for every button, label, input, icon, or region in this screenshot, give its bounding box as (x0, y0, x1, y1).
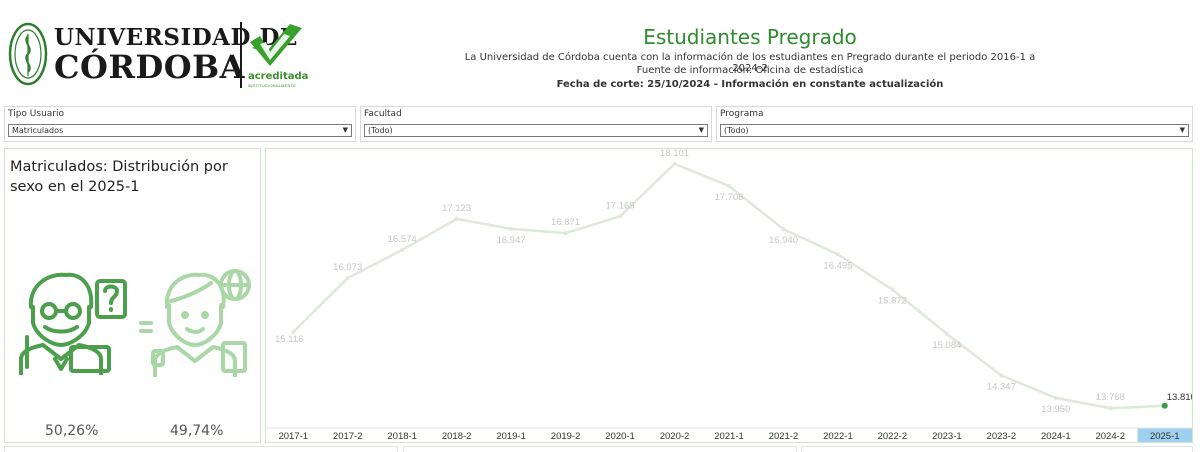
bottom-panel-2 (403, 446, 797, 452)
x-tick-label: 2022-1 (823, 431, 853, 442)
female-percentage: 49,74% (170, 423, 224, 439)
university-name-line1: UNIVERSIDAD DE (54, 24, 298, 51)
data-label: 14.347 (987, 382, 1016, 393)
dropdown-arrow-icon: ▼ (698, 126, 704, 134)
male-percentage: 50,26% (45, 423, 99, 439)
filter-label: Programa (720, 109, 764, 119)
x-tick-label: 2017-1 (278, 431, 308, 442)
x-tick-label: 2023-1 (932, 431, 962, 442)
data-point[interactable] (672, 161, 677, 166)
data-label: 16.947 (497, 235, 526, 246)
data-point[interactable] (1053, 395, 1058, 400)
data-point[interactable] (835, 252, 840, 257)
data-point[interactable] (727, 184, 731, 189)
x-tick-label: 2017-2 (333, 431, 363, 442)
data-point[interactable] (1108, 406, 1113, 411)
data-point[interactable] (454, 216, 459, 221)
data-label: 17.169 (606, 200, 635, 211)
dropdown-arrow-icon: ▼ (342, 126, 348, 134)
bottom-panel-3 (801, 446, 1193, 452)
x-tick-label: 2024-2 (1095, 431, 1125, 442)
x-tick-label: 2019-2 (551, 431, 581, 442)
university-seal-icon (8, 22, 48, 86)
university-name: UNIVERSIDAD DE CÓRDOBA (54, 26, 298, 83)
data-point[interactable] (890, 287, 895, 292)
data-label: 13.768 (1096, 392, 1125, 403)
enrollment-line-chart: 15.116 2017-1 16.073 2017-2 16.574 2018-1 17.1… (266, 149, 1192, 442)
data-point[interactable] (781, 227, 786, 232)
data-label: 16.574 (388, 234, 417, 245)
enrollment-chart-panel: 15.116 2017-1 16.073 2017-2 16.574 2018-1 17.1… (265, 148, 1193, 443)
x-tick-label: 2023-2 (987, 431, 1017, 442)
data-point[interactable] (563, 231, 568, 236)
data-point[interactable] (345, 276, 350, 281)
data-point[interactable] (1161, 402, 1168, 409)
data-point[interactable] (999, 373, 1004, 378)
bottom-panel-1 (4, 446, 398, 452)
facultad-dropdown[interactable]: (Todo) ▼ (364, 124, 708, 137)
data-source: Fuente de información: Oficina de estadí… (636, 65, 864, 76)
female-student-icon (139, 269, 251, 377)
distribution-title: Matriculados: Distribución por sexo en e… (10, 159, 228, 195)
accreditation-label: acreditada (248, 71, 309, 82)
data-label: 15.116 (275, 334, 303, 345)
data-point[interactable] (618, 214, 623, 219)
data-label: 13.810 (1167, 392, 1192, 403)
x-tick-label: 2019-1 (496, 431, 526, 442)
data-point[interactable] (944, 331, 949, 336)
data-label: 17.706 (714, 192, 743, 203)
data-point[interactable] (291, 330, 296, 335)
data-label: 16.871 (551, 217, 580, 228)
filter-label: Facultad (364, 109, 402, 119)
filter-tipo-usuario: Tipo Usuario Matriculados ▼ (4, 106, 356, 142)
accreditation-sublabel: INSTITUCIONALMENTE (248, 83, 297, 88)
data-label: 16.073 (333, 262, 362, 273)
dropdown-value: (Todo) (724, 126, 749, 135)
sex-distribution-panel: Matriculados: Distribución por sexo en e… (4, 148, 261, 443)
dropdown-arrow-icon: ▼ (1179, 126, 1185, 134)
logo-divider (240, 22, 242, 88)
filter-programa: Programa (Todo) ▼ (716, 106, 1193, 142)
cutoff-date: Fecha de corte: 25/10/2024 - Información… (556, 79, 944, 90)
page-subtitle: La Universidad de Córdoba cuenta con la … (464, 52, 1036, 74)
x-tick-label: 2018-2 (442, 431, 472, 442)
data-label: 16.495 (823, 260, 852, 271)
data-point[interactable] (509, 226, 514, 231)
programa-dropdown[interactable]: (Todo) ▼ (720, 124, 1189, 137)
male-student-icon (19, 272, 127, 375)
dropdown-value: Matriculados (12, 126, 64, 135)
filter-facultad: Facultad (Todo) ▼ (360, 106, 712, 142)
data-label: 17.123 (442, 203, 471, 214)
x-tick-label: 2020-2 (660, 431, 690, 442)
highlight-category-band (1137, 428, 1192, 442)
data-point[interactable] (400, 247, 405, 252)
data-label: 15.872 (878, 295, 907, 306)
university-name-line2: CÓRDOBA (54, 48, 245, 86)
filter-label: Tipo Usuario (8, 109, 65, 119)
data-label: 15.084 (932, 340, 961, 351)
x-tick-label: 2021-1 (714, 431, 744, 442)
x-tick-label: 2025-1 (1150, 431, 1180, 442)
x-tick-label: 2021-2 (769, 431, 799, 442)
dropdown-value: (Todo) (368, 126, 393, 135)
tipo-usuario-dropdown[interactable]: Matriculados ▼ (8, 124, 352, 137)
data-label: 13.950 (1041, 404, 1070, 415)
university-logo: UNIVERSIDAD DE CÓRDOBA acreditada INSTIT… (4, 16, 308, 94)
data-label: 18.101 (660, 149, 689, 159)
x-tick-label: 2022-2 (878, 431, 908, 442)
x-tick-label: 2020-1 (605, 431, 635, 442)
data-label: 16.940 (769, 235, 798, 246)
page-title: Estudiantes Pregrado (643, 25, 857, 49)
x-tick-label: 2018-1 (387, 431, 417, 442)
x-tick-label: 2024-1 (1041, 431, 1071, 442)
accreditation-check-icon (250, 24, 302, 66)
